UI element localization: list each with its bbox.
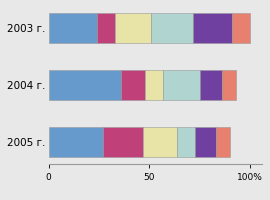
Bar [216, 127, 230, 157]
Bar [195, 127, 216, 157]
Bar [115, 13, 151, 43]
Bar [232, 13, 250, 43]
Bar [49, 127, 103, 157]
Bar [222, 70, 236, 100]
Bar [49, 13, 97, 43]
Bar [151, 13, 194, 43]
Bar [163, 70, 200, 100]
Bar [121, 70, 145, 100]
Bar [49, 70, 121, 100]
Bar [143, 127, 177, 157]
Bar [194, 13, 232, 43]
Bar [145, 70, 163, 100]
Bar [97, 13, 115, 43]
Bar [200, 70, 222, 100]
Bar [177, 127, 195, 157]
Bar [103, 127, 143, 157]
